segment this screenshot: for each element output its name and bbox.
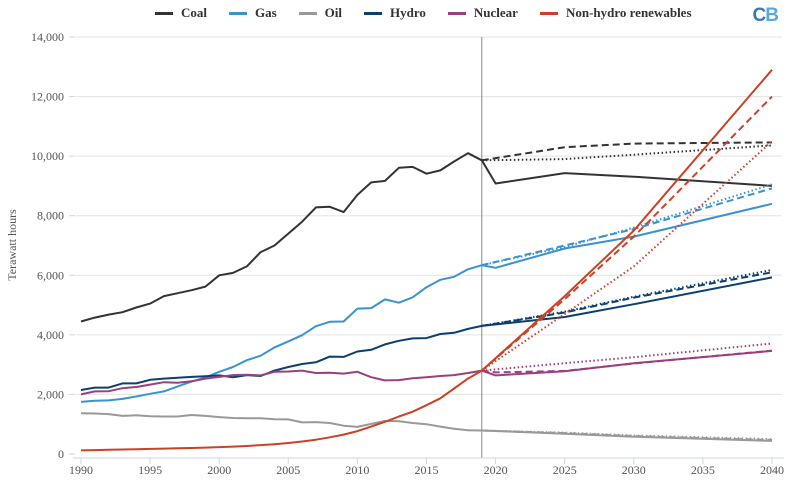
legend-item-coal[interactable]: Coal <box>155 5 207 21</box>
nuclear-projection-dotted <box>481 342 773 372</box>
non-hydro-renewables-historical-line <box>80 369 483 452</box>
carbon-brief-logo: CB <box>752 5 779 27</box>
series-gas <box>80 183 773 403</box>
y-tick-label: 6,000 <box>37 268 64 282</box>
series-coal <box>80 141 773 323</box>
gas-projection-solid <box>481 202 773 269</box>
x-tick-label: 2015 <box>415 463 439 477</box>
x-tick-label: 2035 <box>691 463 715 477</box>
series-group <box>80 69 773 452</box>
non-hydro-renewables-projection-dotted <box>481 140 773 372</box>
gas-historical-line <box>80 264 483 403</box>
legend-swatch-icon <box>447 11 466 15</box>
coal-projection-dashed <box>481 141 773 162</box>
x-tick-label: 2020 <box>484 463 508 477</box>
legend-swatch-icon <box>298 11 317 15</box>
series-hydro <box>80 268 773 391</box>
x-tick-label: 2010 <box>345 463 369 477</box>
y-tick-label: 12,000 <box>31 90 64 104</box>
legend-label: Nuclear <box>473 5 518 20</box>
legend-swatch-icon <box>155 11 173 15</box>
x-tick-label: 2005 <box>276 463 300 477</box>
y-axis: 0 2,000 4,000 6,000 8,000 10,000 12,000 14,000 <box>31 30 75 461</box>
gas-projection-dotted <box>481 183 773 267</box>
x-tick-label: 2000 <box>207 463 231 477</box>
legend-item-oil[interactable]: Oil <box>298 5 343 21</box>
y-tick-label: 8,000 <box>37 209 64 223</box>
y-tick-label: 0 <box>58 447 64 461</box>
legend-item-non-hydro-renewables[interactable]: Non-hydro renewables <box>539 5 692 21</box>
y-tick-label: 2,000 <box>37 387 64 401</box>
legend-label: Coal <box>181 5 207 20</box>
legend-label: Non-hydro renewables <box>565 5 692 20</box>
x-tick-label: 2040 <box>760 463 784 477</box>
y-tick-label: 4,000 <box>37 328 64 342</box>
series-oil <box>80 412 773 442</box>
x-axis: 1990 1995 2000 2005 2010 2015 2020 2025 2030 2035… <box>69 457 784 477</box>
hydro-projection-solid <box>481 276 773 327</box>
x-tick-label: 2030 <box>622 463 646 477</box>
x-tick-label: 1990 <box>69 463 93 477</box>
gridlines <box>76 36 782 458</box>
y-axis-title: Terawatt hours <box>5 209 19 281</box>
hydro-projection-dashed <box>481 271 773 327</box>
legend-item-hydro[interactable]: Hydro <box>364 5 426 21</box>
legend-swatch-icon <box>229 11 247 15</box>
legend-label: Gas <box>255 5 277 20</box>
non-hydro-renewables-projection-dashed <box>481 95 773 372</box>
nuclear-historical-line <box>80 369 482 396</box>
series-nuclear <box>80 342 773 396</box>
x-tick-label: 1995 <box>138 463 162 477</box>
hydro-projection-dotted <box>481 268 773 327</box>
chart-legend: Coal Gas Oil Hydro Nuclear Non-hydro renewabl… <box>155 5 714 21</box>
y-tick-label: 10,000 <box>31 149 64 163</box>
non-hydro-renewables-projection-solid <box>481 69 773 372</box>
legend-item-nuclear[interactable]: Nuclear <box>447 5 518 21</box>
y-tick-label: 14,000 <box>31 30 64 44</box>
nuclear-projection-dashed <box>481 349 773 374</box>
gas-projection-dashed <box>481 187 773 267</box>
logo-letter-b: B <box>765 5 779 26</box>
coal-projection-solid <box>480 159 773 187</box>
oil-projection-dotted <box>481 429 773 441</box>
legend-swatch-icon <box>539 11 558 15</box>
legend-label: Oil <box>324 5 343 20</box>
legend-label: Hydro <box>390 5 426 20</box>
series-non-hydro-renewables <box>80 69 773 452</box>
legend-swatch-icon <box>364 11 383 15</box>
logo-letter-c: C <box>752 5 767 26</box>
x-tick-label: 2025 <box>553 463 577 477</box>
coal-historical-line <box>80 152 483 323</box>
hydro-historical-line <box>80 324 483 391</box>
legend-item-gas[interactable]: Gas <box>229 5 277 21</box>
oil-historical-line <box>80 412 482 432</box>
